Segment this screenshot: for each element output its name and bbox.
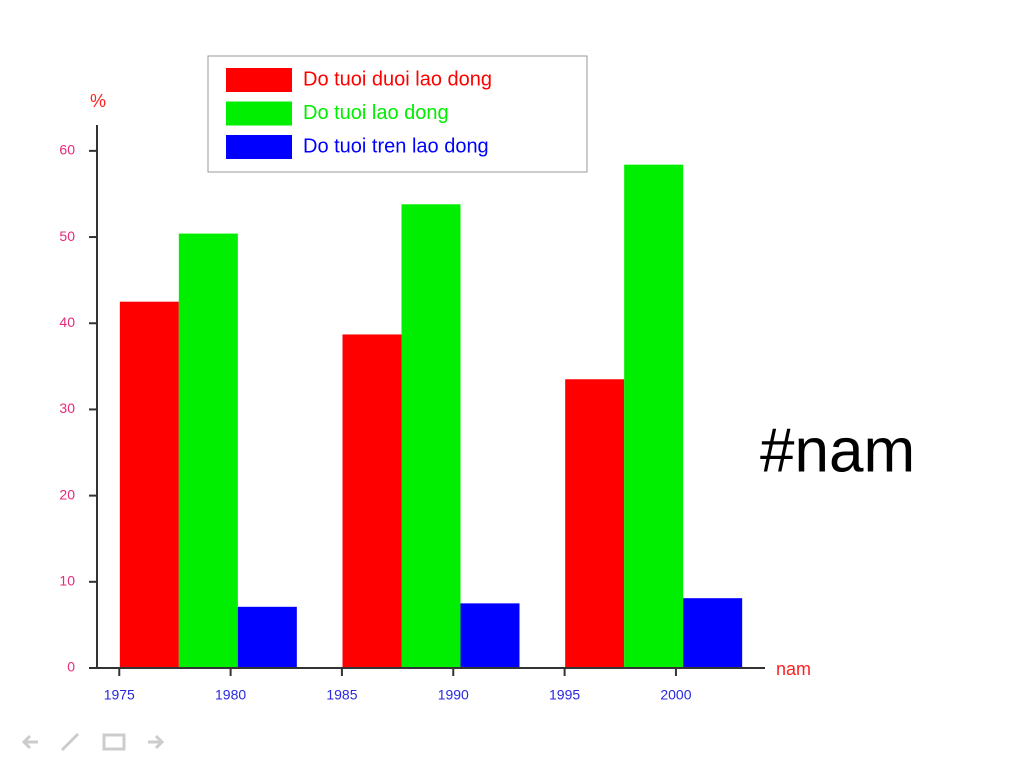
- y-tick-label: 0: [67, 659, 75, 675]
- legend-label: Do tuoi lao dong: [303, 102, 449, 124]
- x-tick-label: 1975: [104, 687, 135, 703]
- y-tick-label: 50: [59, 228, 75, 244]
- prev-icon: [21, 734, 38, 750]
- annotation: #nam: [760, 416, 915, 485]
- x-tick-label: 2000: [660, 687, 691, 703]
- y-axis-label: %: [90, 91, 106, 111]
- bar: [624, 164, 684, 668]
- bar: [119, 301, 179, 668]
- y-tick-label: 10: [59, 573, 75, 589]
- bar: [342, 334, 402, 668]
- x-tick-label: 1995: [549, 687, 580, 703]
- legend-swatch: [226, 68, 292, 92]
- bar: [460, 603, 520, 668]
- pen-icon: [60, 732, 80, 752]
- legend-label: Do tuoi duoi lao dong: [303, 68, 492, 90]
- legend-swatch: [226, 135, 292, 159]
- legend-label: Do tuoi tren lao dong: [303, 135, 489, 157]
- bar: [237, 606, 297, 668]
- menu-icon: [102, 733, 126, 751]
- y-tick-label: 60: [59, 142, 75, 158]
- x-axis-label: nam: [776, 659, 811, 679]
- x-tick-label: 1980: [215, 687, 246, 703]
- y-tick-label: 40: [59, 314, 75, 330]
- y-tick-label: 20: [59, 486, 75, 502]
- y-tick-label: 30: [59, 400, 75, 416]
- bar: [401, 204, 461, 669]
- bar: [565, 379, 625, 668]
- x-tick-label: 1990: [438, 687, 469, 703]
- x-tick-label: 1985: [326, 687, 357, 703]
- next-icon: [148, 734, 165, 750]
- legend-swatch: [226, 101, 292, 126]
- nav-icons: [21, 732, 165, 752]
- bar: [178, 233, 238, 668]
- bar: [683, 598, 743, 668]
